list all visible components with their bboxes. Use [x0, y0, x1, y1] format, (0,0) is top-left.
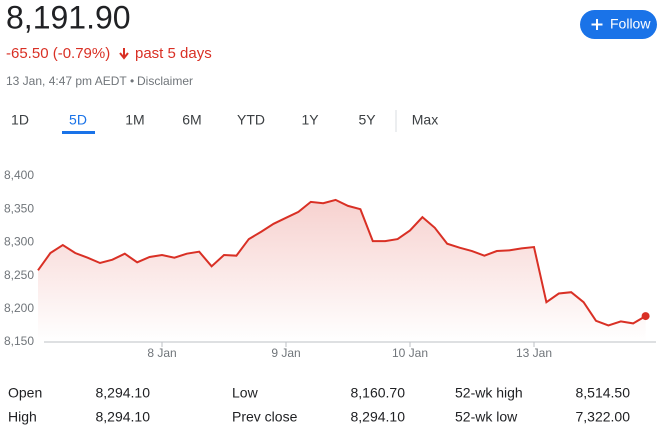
x-tick-label: 9 Jan: [271, 346, 300, 360]
tab[interactable]: 1Y: [301, 112, 319, 128]
tab[interactable]: YTD: [237, 112, 265, 128]
stat-label: Prev close: [232, 409, 298, 425]
y-tick-label: 8,350: [4, 201, 34, 215]
stat-value: 8,160.70: [351, 385, 406, 401]
tab[interactable]: 5D: [69, 112, 87, 128]
stat-label: Low: [232, 385, 259, 401]
follow-button[interactable]: [580, 10, 657, 39]
stat-value: 8,294.10: [96, 385, 151, 401]
stat-value: 8,294.10: [96, 409, 151, 425]
y-tick-label: 8,300: [4, 235, 34, 249]
area: [38, 199, 646, 342]
separator: •: [130, 74, 134, 88]
follow-label[interactable]: Follow: [610, 16, 651, 32]
stat-label: 52-wk high: [455, 385, 523, 401]
last-point: [641, 312, 650, 321]
stat-value: 7,322.00: [576, 409, 631, 425]
stat-value: 8,294.10: [351, 409, 406, 425]
disclaimer[interactable]: Disclaimer: [137, 74, 193, 88]
tab[interactable]: 1M: [125, 112, 144, 128]
stat-value: 8,514.50: [576, 385, 631, 401]
tab[interactable]: Max: [412, 112, 438, 128]
plus-icon: [591, 19, 603, 30]
tab-underline: [62, 131, 95, 134]
price-line: [37, 198, 647, 327]
stat-label: 52-wk low: [455, 409, 518, 425]
down-arrow: [119, 48, 129, 60]
tab[interactable]: 6M: [182, 112, 201, 128]
timestamp: 13 Jan, 4:47 pm AEDT: [6, 74, 127, 88]
y-tick-label: 8,250: [4, 268, 34, 282]
price: 8,191.90: [6, 0, 131, 35]
tab[interactable]: 1D: [11, 112, 29, 128]
period: past 5 days: [135, 45, 212, 62]
change: -65.50 (-0.79%): [6, 45, 110, 62]
y-tick-label: 8,400: [4, 168, 34, 182]
x-tick-label: 8 Jan: [147, 346, 176, 360]
tab[interactable]: 5Y: [358, 112, 376, 128]
stat-label: Open: [8, 385, 42, 401]
stat-label: High: [8, 409, 37, 425]
x-tick-label: 13 Jan: [516, 346, 552, 360]
y-tick-label: 8,150: [4, 334, 34, 348]
x-tick-label: 10 Jan: [392, 346, 428, 360]
y-tick-label: 8,200: [4, 301, 34, 315]
